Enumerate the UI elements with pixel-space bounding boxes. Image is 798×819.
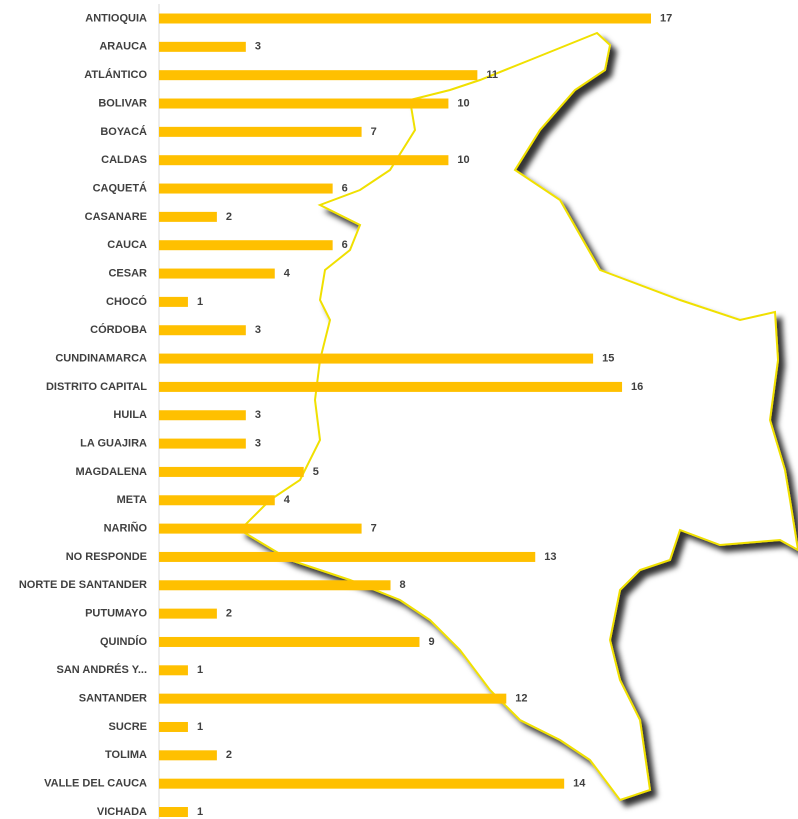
bar (159, 580, 391, 591)
category-label: BOYACÁ (100, 125, 147, 138)
bar (159, 721, 188, 732)
bar (159, 183, 333, 194)
bar (159, 523, 362, 534)
category-label: SAN ANDRÉS Y... (57, 663, 147, 676)
bar (159, 778, 565, 789)
category-label: NARIÑO (104, 522, 148, 535)
data-label: 1 (197, 664, 203, 676)
category-label: CAQUETÁ (93, 181, 147, 194)
category-label: BOLIVAR (98, 97, 147, 109)
data-label: 6 (342, 182, 348, 194)
data-label: 13 (544, 551, 556, 563)
data-label: 9 (428, 636, 434, 648)
bar (159, 636, 420, 647)
bar (159, 438, 246, 449)
category-label: SANTANDER (79, 693, 147, 705)
data-label: 10 (457, 154, 469, 166)
bar (159, 551, 536, 562)
bar (159, 211, 217, 222)
category-label: PUTUMAYO (85, 608, 147, 620)
bar (159, 693, 507, 704)
category-label: CALDAS (101, 154, 147, 166)
bar (159, 353, 594, 364)
bar (159, 750, 217, 761)
data-label: 4 (284, 494, 291, 506)
category-label: ANTIOQUIA (85, 12, 147, 24)
category-label: TOLIMA (105, 749, 147, 761)
bar (159, 608, 217, 619)
data-label: 11 (486, 69, 498, 81)
category-label: CAUCA (107, 239, 147, 251)
data-label: 7 (371, 523, 377, 535)
bar (159, 665, 188, 676)
data-label: 1 (197, 806, 203, 818)
data-label: 4 (284, 267, 291, 279)
category-label: CESAR (108, 267, 147, 279)
category-label: QUINDÍO (100, 635, 148, 648)
category-label: CHOCÓ (106, 295, 147, 308)
data-label: 8 (400, 579, 406, 591)
data-label: 1 (197, 721, 203, 733)
category-label: NORTE DE SANTANDER (19, 579, 147, 591)
category-label: META (117, 494, 147, 506)
data-label: 3 (255, 41, 261, 53)
data-label: 2 (226, 211, 232, 223)
category-label: ATLÁNTICO (84, 68, 147, 81)
bar (159, 381, 623, 392)
map-silhouette (238, 31, 798, 802)
data-label: 3 (255, 409, 261, 421)
data-label: 1 (197, 296, 203, 308)
category-label: ARAUCA (99, 41, 147, 53)
bar (159, 466, 304, 477)
bar (159, 98, 449, 109)
category-label: CÓRDOBA (90, 323, 147, 336)
data-label: 10 (457, 97, 469, 109)
data-label: 3 (255, 437, 261, 449)
data-label: 14 (573, 778, 586, 790)
category-label: HUILA (113, 409, 147, 421)
bar (159, 13, 651, 24)
data-label: 15 (602, 352, 614, 364)
bar (159, 410, 246, 421)
category-label: LA GUAJIRA (80, 437, 147, 449)
data-label: 7 (371, 126, 377, 138)
category-label: DISTRITO CAPITAL (46, 381, 147, 393)
bar (159, 155, 449, 166)
data-label: 16 (631, 381, 643, 393)
data-label: 12 (515, 693, 527, 705)
category-label: VALLE DEL CAUCA (44, 778, 147, 790)
bar (159, 41, 246, 52)
data-label: 2 (226, 608, 232, 620)
bar (159, 268, 275, 279)
category-label: SUCRE (108, 721, 147, 733)
bar (159, 296, 188, 307)
category-label: NO RESPONDE (66, 551, 147, 563)
category-label: CASANARE (85, 211, 147, 223)
category-label: MAGDALENA (76, 466, 148, 478)
bar (159, 240, 333, 251)
data-label: 2 (226, 749, 232, 761)
data-label: 17 (660, 12, 672, 24)
data-label: 5 (313, 466, 319, 478)
bar (159, 495, 275, 506)
bar (159, 70, 478, 81)
category-label: CUNDINAMARCA (55, 352, 147, 364)
bar (159, 126, 362, 137)
data-label: 3 (255, 324, 261, 336)
bar (159, 325, 246, 336)
data-label: 6 (342, 239, 348, 251)
category-label: VICHADA (97, 806, 147, 818)
bar (159, 807, 188, 817)
